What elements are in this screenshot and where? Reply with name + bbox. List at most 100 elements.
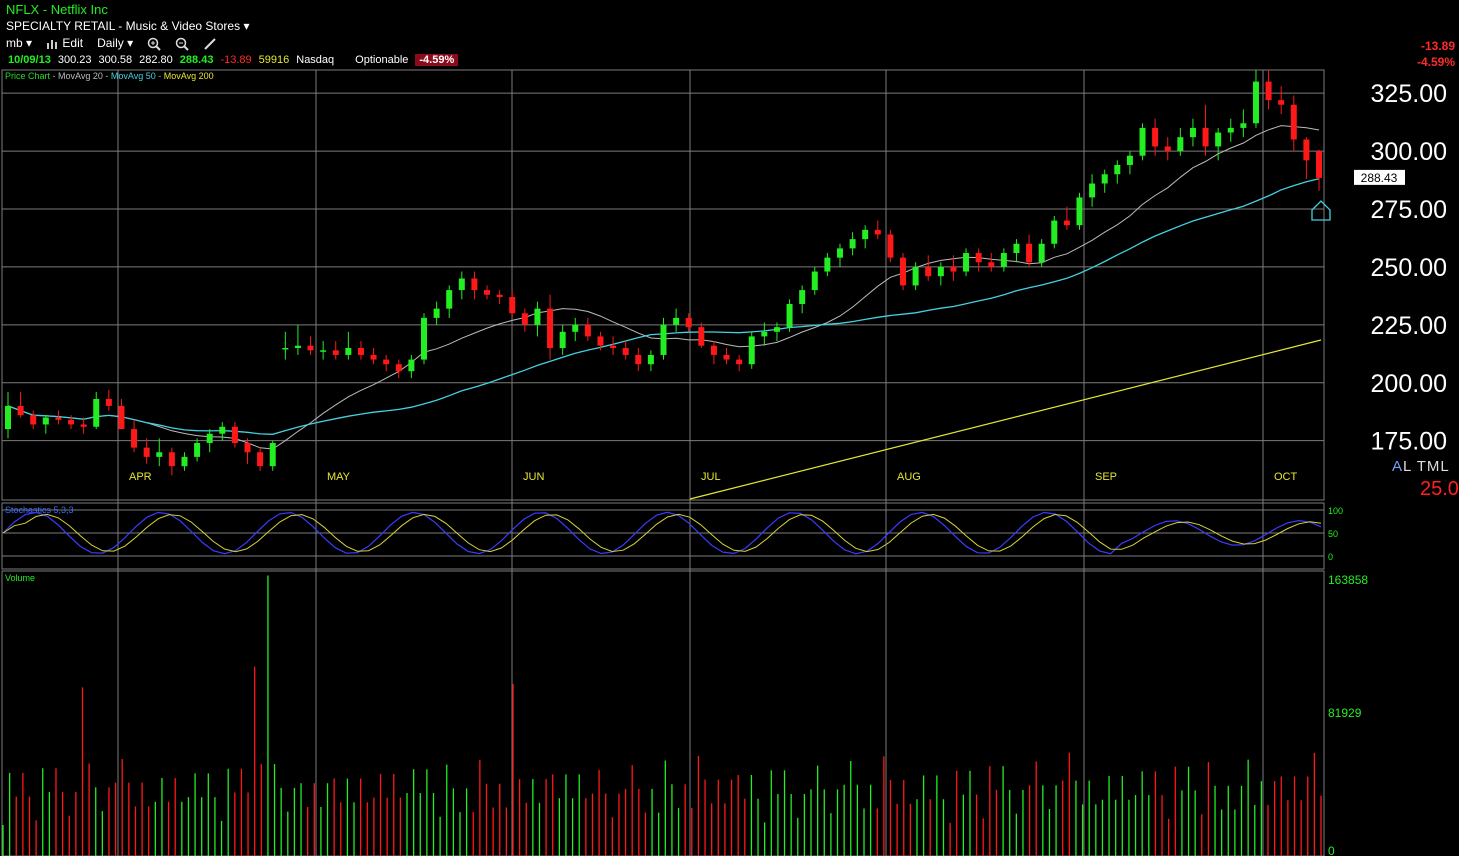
candle-body: [521, 313, 528, 325]
candle-body: [1189, 127, 1196, 138]
zoom-out-icon[interactable]: [175, 36, 189, 51]
candle-body: [143, 447, 150, 457]
candle-down: [1303, 137, 1310, 179]
candle-body: [1164, 146, 1171, 152]
stoch-k-line: [2, 511, 1322, 555]
legend-ma200[interactable]: MovAvg 200: [163, 71, 214, 81]
right-change-pct: -4.59%: [1416, 55, 1455, 69]
candle-up: [748, 331, 755, 369]
price-axis-label: 275.00: [1371, 196, 1447, 224]
last-price-label: 288.43: [1361, 171, 1398, 185]
candle-body: [1114, 164, 1121, 175]
stoch-d-line: [2, 513, 1322, 553]
grid-lines: APR MAY JUN JUL AUG SEP OCT: [1, 69, 1325, 856]
candle-body: [168, 452, 175, 467]
candle-down: [231, 422, 238, 448]
edit-menu[interactable]: Edit: [46, 36, 83, 50]
candle-body: [80, 424, 87, 427]
candle-up: [937, 262, 944, 286]
candle-body: [1215, 132, 1222, 147]
month-label: JUL: [701, 471, 721, 483]
candle-body: [509, 297, 516, 314]
candle-body: [584, 324, 591, 337]
candle-body: [1152, 127, 1159, 147]
candle-body: [635, 354, 642, 365]
candle-body: [862, 229, 869, 240]
period-menu[interactable]: Daily ▾: [97, 36, 133, 50]
candle-up: [1013, 239, 1020, 263]
quote-change: -13.89: [220, 54, 252, 66]
price-axis-label: 325.00: [1371, 80, 1447, 108]
quote-volume: 59916: [258, 54, 290, 66]
candle-body: [496, 294, 503, 298]
candle-down: [597, 331, 604, 351]
candle-up: [446, 285, 453, 318]
candle-up: [836, 243, 843, 267]
zoom-in-icon[interactable]: [147, 36, 161, 51]
candle-up: [408, 354, 415, 379]
account-label: mb: [6, 36, 23, 51]
candle-body: [93, 398, 100, 427]
candle-up: [5, 392, 11, 439]
indicator-legend: Price Chart - MovAvg 20 - MovAvg 50 - Mo…: [5, 71, 214, 81]
legend-price-chart[interactable]: Price Chart: [5, 71, 51, 81]
candle-body: [131, 429, 138, 448]
candle-body: [68, 419, 75, 425]
moving-averages: [7, 125, 1322, 500]
stochastics-label: Stochastics 5,3,3: [5, 505, 74, 515]
pct-change-badge: -4.59%: [415, 54, 459, 66]
candle-up: [1101, 169, 1108, 193]
month-label: MAY: [327, 471, 351, 483]
candle-body: [420, 317, 427, 360]
candle-body: [446, 290, 453, 309]
volume-tick-label: 163858: [1328, 573, 1368, 587]
candle-body: [269, 442, 276, 467]
candle-down: [30, 410, 37, 430]
candle-body: [748, 336, 755, 365]
candle-up: [799, 285, 806, 314]
legend-sep: -: [50, 71, 59, 81]
candle-up: [181, 452, 188, 471]
candle-body: [963, 253, 970, 272]
candle-down: [484, 285, 491, 300]
volume-panel: Volume 163858 81929 0: [2, 573, 1368, 856]
candle-body: [1177, 137, 1184, 152]
candle-down: [925, 255, 932, 281]
account-menu[interactable]: mb ▾: [6, 36, 32, 50]
candle-down: [131, 419, 138, 453]
candle-down: [55, 410, 62, 425]
candle-up: [1177, 127, 1184, 156]
candle-body: [118, 405, 125, 430]
volume-tick-label: 81929: [1328, 706, 1362, 720]
candle-up: [320, 341, 327, 360]
draw-pen-icon[interactable]: [203, 36, 217, 51]
candle-up: [420, 313, 427, 365]
candle-down: [17, 392, 24, 418]
volume-label: Volume: [5, 573, 35, 583]
price-axis-label: 200.00: [1371, 370, 1447, 398]
candle-down: [874, 220, 881, 240]
candle-body: [534, 308, 541, 325]
candle-up: [1038, 239, 1045, 267]
candle-body: [320, 350, 327, 352]
legend-ma20[interactable]: MovAvg 20: [58, 71, 103, 81]
candle-body: [471, 278, 478, 291]
candle-body: [559, 331, 566, 348]
legend-sep: -: [102, 71, 111, 81]
sector-label[interactable]: SPECIALTY RETAIL - Music & Video Stores …: [6, 19, 249, 33]
candle-body: [1000, 253, 1007, 267]
candle-body: [1026, 243, 1033, 263]
legend-ma50[interactable]: MovAvg 50: [110, 71, 156, 81]
price-axis: 325.00 300.00 275.00 250.00 225.00 200.00 175.…: [1311, 80, 1447, 456]
candle-up: [572, 317, 579, 342]
candle-up: [282, 331, 289, 360]
candle-body: [988, 262, 995, 267]
candle-up: [647, 350, 654, 372]
candles: [5, 70, 1322, 476]
optionable-label: Optionable: [355, 54, 409, 66]
candle-body: [181, 456, 188, 467]
candle-down: [710, 341, 717, 365]
candle-body: [597, 336, 604, 346]
bottom-right-value: 25.0: [1420, 478, 1459, 500]
